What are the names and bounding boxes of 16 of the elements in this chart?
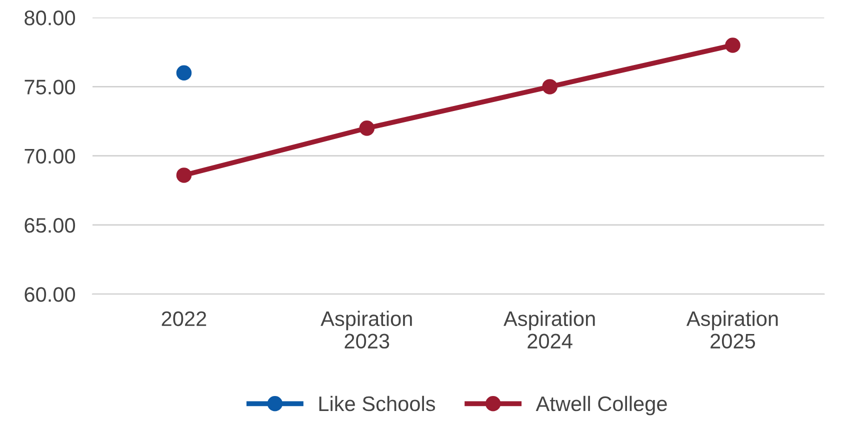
x-tick-label: Aspiration 2023	[320, 310, 412, 349]
point	[542, 79, 558, 94]
y-tick-label: 60.00	[24, 287, 76, 302]
y-tick-label: 65.00	[24, 218, 76, 233]
point	[176, 65, 192, 81]
point	[176, 168, 192, 183]
x-tick-label: Aspiration 2025	[686, 310, 778, 349]
y-tick-label: 70.00	[24, 148, 76, 164]
point	[359, 120, 375, 136]
x-tick-label: Aspiration 2024	[504, 310, 595, 349]
x-tick-label: 2022	[162, 311, 206, 326]
legend-label: Like Schools	[319, 396, 436, 412]
point	[725, 38, 740, 53]
y-tick-label: 75.00	[24, 80, 76, 94]
y-tick-label: 80.00	[24, 10, 76, 26]
legend-label: Atwell College	[536, 396, 667, 416]
